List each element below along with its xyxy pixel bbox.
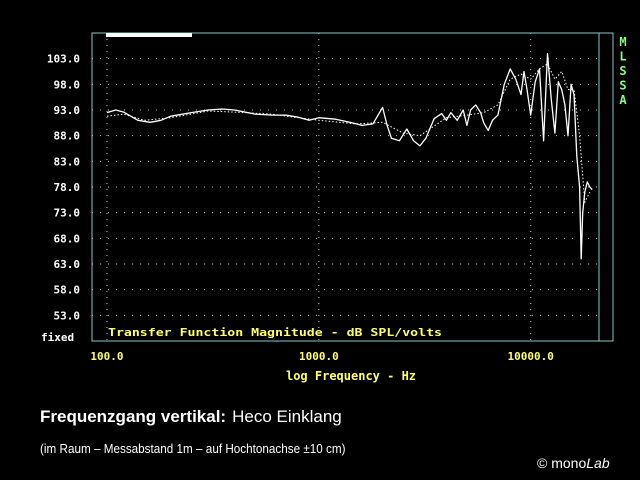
top-scale-bar (106, 33, 192, 37)
series-line-0-solid (106, 52, 593, 260)
series-line-1-dotted (106, 63, 591, 203)
y-tick-label-2: 93.0 (54, 104, 81, 117)
credit-brand-lab: Lab (586, 455, 610, 471)
y-tick-label-5: 78.0 (54, 181, 81, 194)
y-tick-label-4: 83.0 (54, 155, 81, 168)
y-axis-ticks: 103.0 98.0 93.0 88.0 83.0 78.0 73.0 68.0 63.0 58.… (47, 53, 80, 323)
credit: © monoLab (537, 455, 610, 471)
y-tick-label-9: 58.0 (54, 284, 81, 297)
side-label-letter-2: S (619, 64, 626, 78)
y-tick-label-6: 73.0 (54, 207, 81, 220)
x-axis-ticks: 100.0 1000.0 10000.0 (90, 350, 554, 363)
inner-chart-label: Transfer Function Magnitude - dB SPL/vol… (108, 326, 442, 339)
caption-title: Frequenzgang vertikal: Heco Einklang (40, 407, 342, 427)
caption-note: (im Raum – Messabstand 1m – auf Hochtona… (40, 441, 346, 456)
caption-title-bold: Frequenzgang vertikal: (40, 407, 227, 426)
x-tick-label-0: 100.0 (90, 350, 123, 363)
frequency-response-chart: 103.0 98.0 93.0 88.0 83.0 78.0 73.0 68.0 63.0 58.… (41, 32, 627, 383)
series-group (106, 52, 593, 260)
x-tick-label-2: 10000.0 (508, 350, 554, 363)
plot-frame (91, 32, 614, 342)
side-label-letter-1: L (619, 50, 626, 64)
y-tick-label-0: 103.0 (47, 53, 80, 66)
side-label-letter-4: A (619, 93, 627, 107)
side-label-letter-3: S (619, 79, 626, 93)
y-tick-label-1: 98.0 (54, 78, 81, 91)
x-tick-label-1: 1000.0 (299, 350, 339, 363)
y-tick-label-10: 53.0 (54, 309, 81, 322)
copyright-symbol: © (537, 455, 548, 471)
y-tick-label-3: 88.0 (54, 130, 81, 143)
caption-title-rest: Heco Einklang (232, 407, 342, 426)
y-tick-label-8: 63.0 (54, 258, 81, 271)
y-tick-label-7: 68.0 (54, 232, 81, 245)
fixed-label: fixed (41, 331, 74, 344)
x-axis-title: log Frequency - Hz (286, 369, 416, 383)
credit-brand-mono: mono (551, 455, 587, 471)
side-label-letter-0: M (619, 35, 626, 49)
